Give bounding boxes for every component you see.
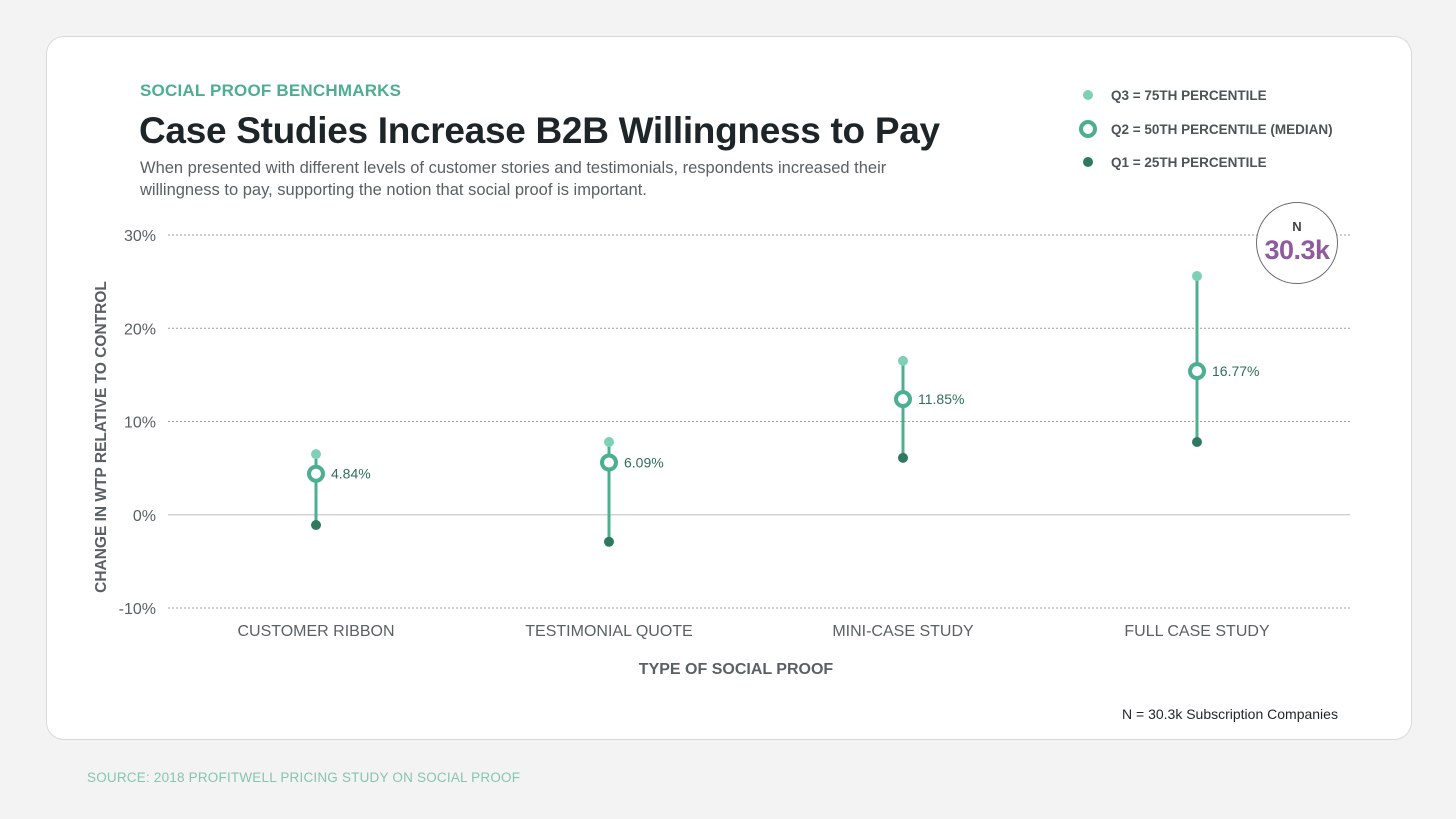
y-axis-ticks: 30% 20% 10% 0% -10% bbox=[119, 228, 156, 618]
sample-size-badge: N 30.3k bbox=[1256, 202, 1338, 284]
range-marker: 16.77% bbox=[1188, 271, 1259, 448]
legend-item-q3: Q3 = 75TH PERCENTILE bbox=[1078, 84, 1267, 106]
chart-card bbox=[46, 36, 1412, 740]
x-tick-label: TESTIMONIAL QUOTE bbox=[525, 623, 692, 640]
q1-dot bbox=[1192, 437, 1202, 448]
median-ring bbox=[1188, 362, 1206, 381]
legend-label-q3: Q3 = 75TH PERCENTILE bbox=[1111, 87, 1267, 103]
q3-dot-icon bbox=[1083, 90, 1093, 100]
legend-item-q2: Q2 = 50TH PERCENTILE (MEDIAN) bbox=[1078, 118, 1333, 140]
gridlines bbox=[168, 234, 1350, 609]
badge-value: 30.3k bbox=[1264, 235, 1330, 265]
median-ring bbox=[307, 464, 325, 483]
y-tick-label: 30% bbox=[124, 228, 156, 245]
range-marker: 11.85% bbox=[894, 355, 964, 463]
q3-dot bbox=[898, 355, 908, 366]
q1-dot bbox=[311, 520, 321, 531]
x-axis-ticks: CUSTOMER RIBBON TESTIMONIAL QUOTE MINI-CAS… bbox=[237, 623, 1269, 640]
x-tick-label: CUSTOMER RIBBON bbox=[237, 623, 394, 640]
q3-dot bbox=[311, 449, 321, 460]
median-ring bbox=[894, 390, 912, 409]
y-tick-label: 0% bbox=[133, 508, 156, 525]
median-value-label: 11.85% bbox=[918, 391, 964, 407]
range-marker: 6.09% bbox=[600, 437, 664, 547]
x-tick-label: FULL CASE STUDY bbox=[1124, 623, 1270, 640]
y-tick-label: -10% bbox=[119, 601, 156, 618]
y-axis-label: CHANGE IN WTP RELATIVE TO CONTROL bbox=[93, 281, 110, 593]
x-axis-label: TYPE OF SOCIAL PROOF bbox=[639, 661, 834, 678]
legend-label-q2: Q2 = 50TH PERCENTILE (MEDIAN) bbox=[1111, 121, 1333, 137]
eyebrow-label: SOCIAL PROOF BENCHMARKS bbox=[140, 81, 402, 100]
range-marker: 4.84% bbox=[307, 449, 371, 531]
y-tick-label: 10% bbox=[124, 415, 156, 432]
median-value-label: 16.77% bbox=[1212, 363, 1259, 379]
median-value-label: 6.09% bbox=[624, 455, 664, 471]
chart-title: Case Studies Increase B2B Willingness to… bbox=[139, 110, 940, 151]
q2-ring-icon bbox=[1079, 120, 1097, 138]
footnote: N = 30.3k Subscription Companies bbox=[1122, 706, 1338, 722]
q3-dot bbox=[604, 437, 614, 448]
q1-dot bbox=[898, 452, 908, 463]
badge-label: N bbox=[1292, 219, 1302, 234]
q3-dot bbox=[1192, 271, 1202, 282]
data-series: 4.84% 6.09% 11.85% 16.77% bbox=[307, 271, 1259, 547]
chart-subtitle: When presented with different levels of … bbox=[140, 159, 887, 199]
y-tick-label: 20% bbox=[124, 321, 156, 338]
legend-item-q1: Q1 = 25TH PERCENTILE bbox=[1078, 151, 1267, 173]
q1-dot bbox=[604, 536, 614, 547]
legend-label-q1: Q1 = 25TH PERCENTILE bbox=[1111, 154, 1267, 170]
q1-dot-icon bbox=[1083, 157, 1093, 167]
median-value-label: 4.84% bbox=[331, 466, 371, 482]
median-ring bbox=[600, 453, 618, 472]
source-note: SOURCE: 2018 PROFITWELL PRICING STUDY ON… bbox=[87, 770, 521, 785]
x-tick-label: MINI-CASE STUDY bbox=[832, 623, 974, 640]
